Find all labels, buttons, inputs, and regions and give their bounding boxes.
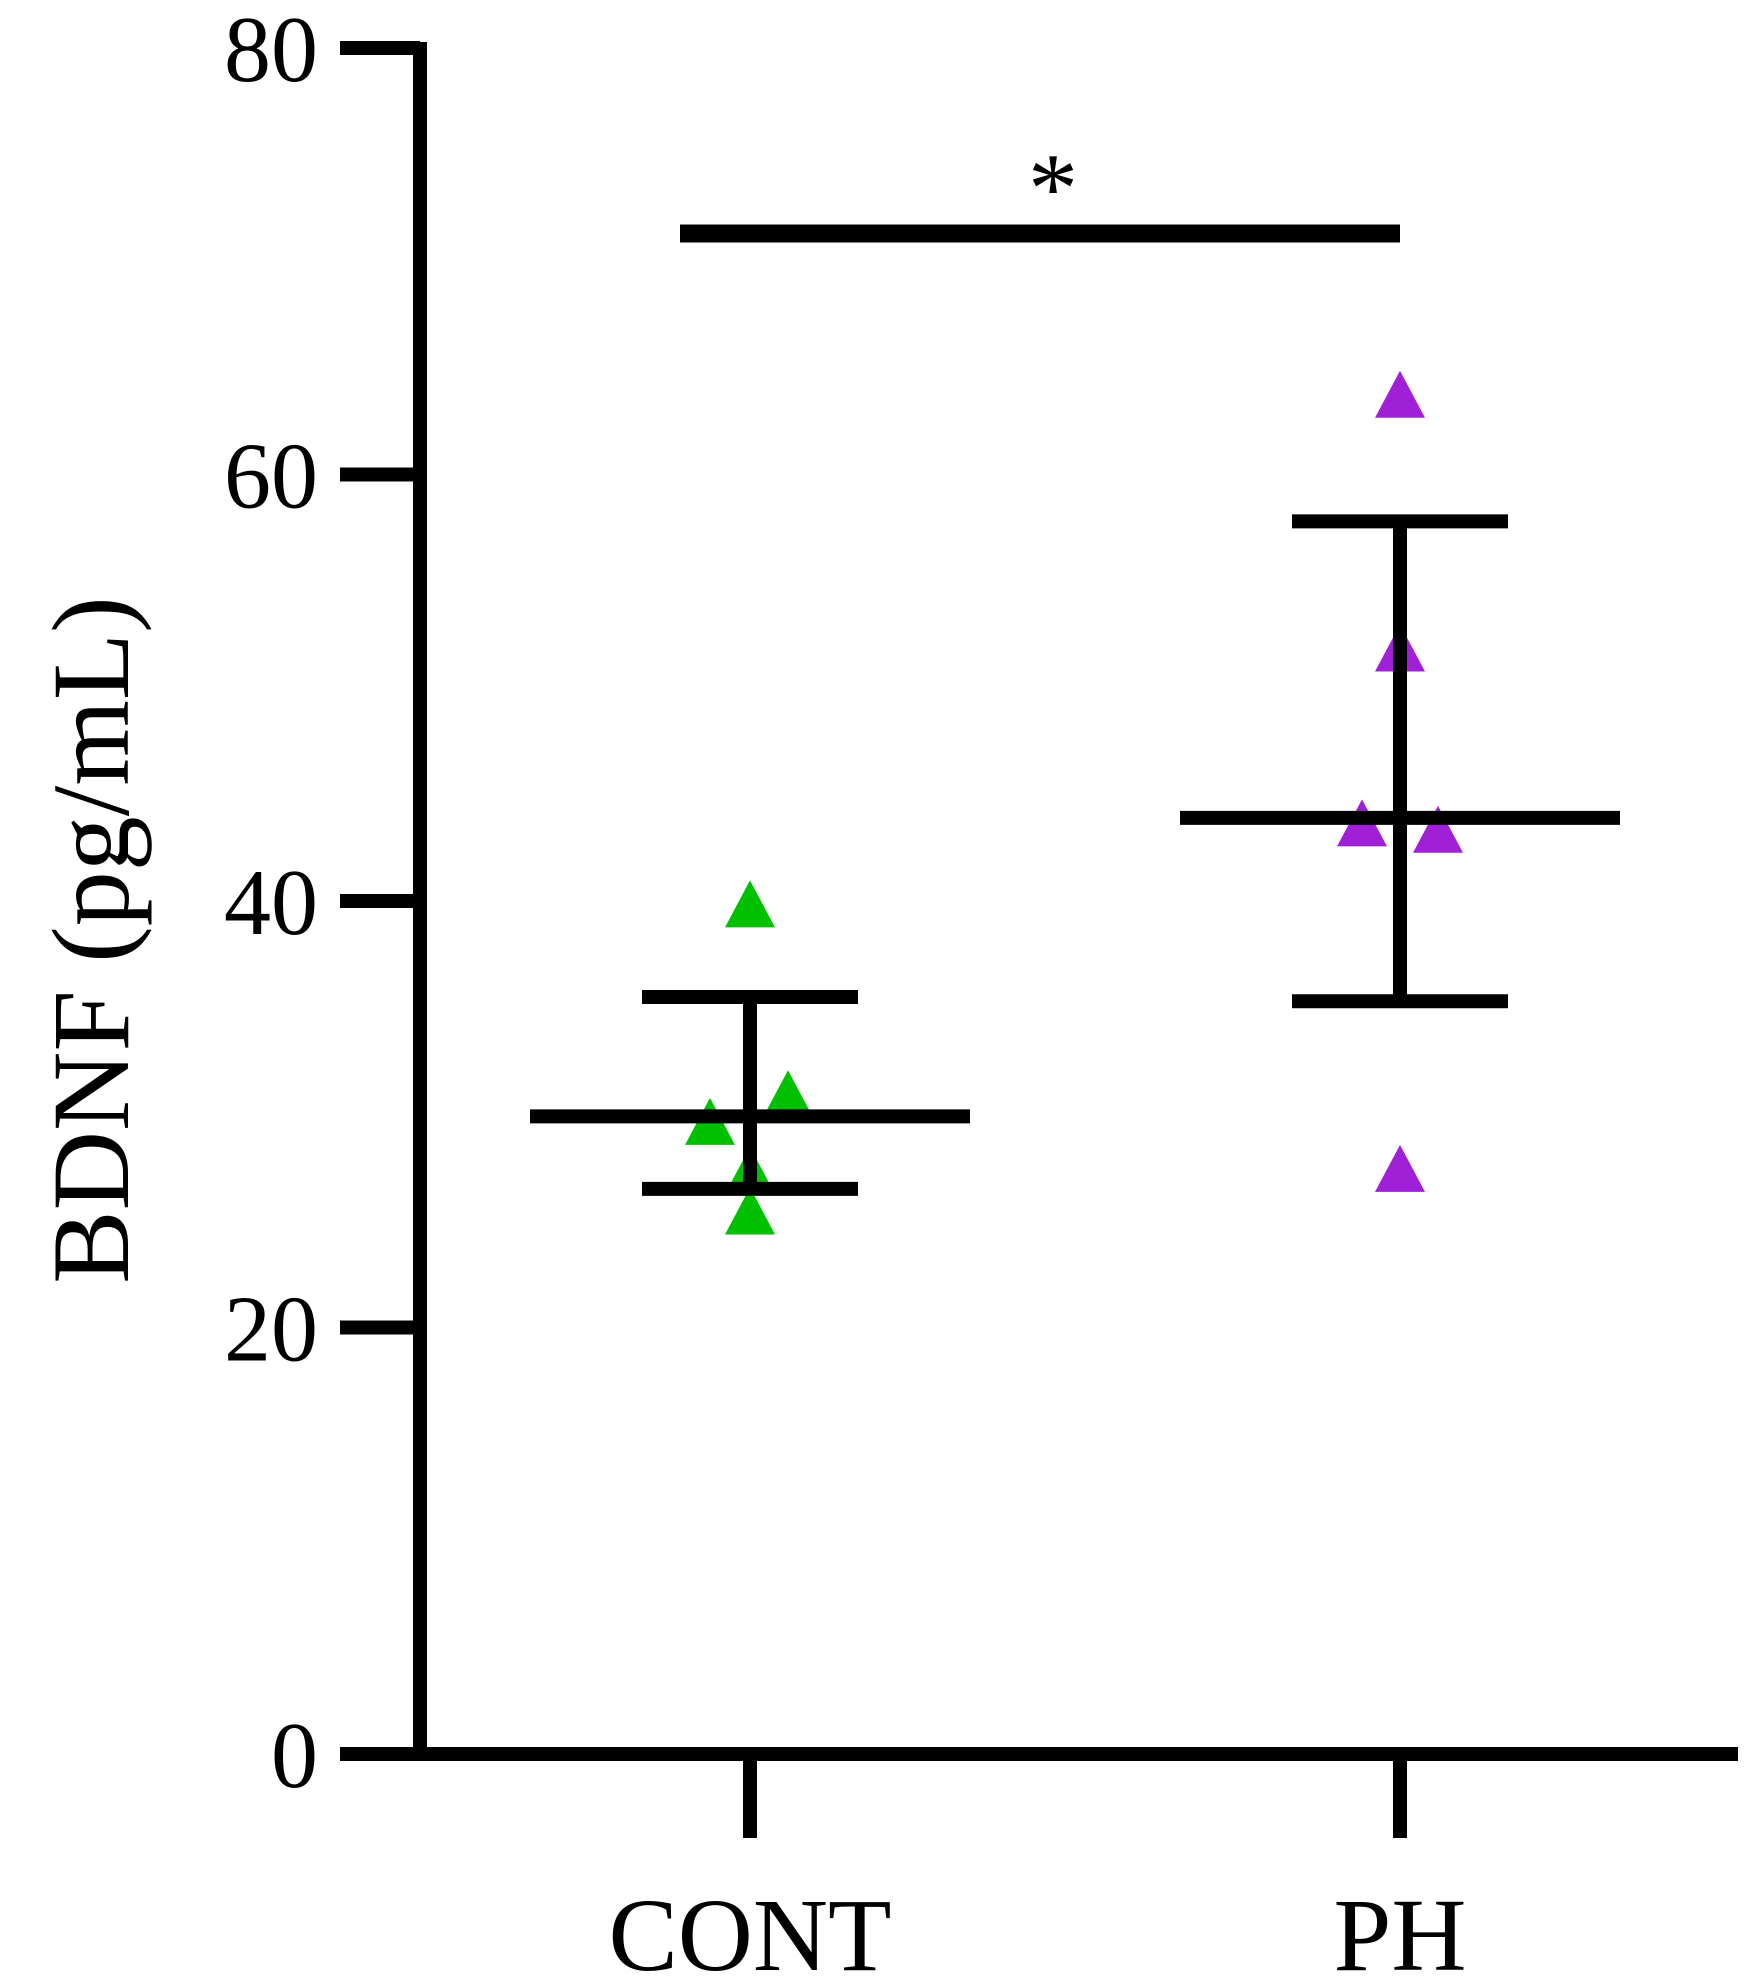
y-axis-title: BDNF (pg/mL) <box>30 596 152 1284</box>
data-point-ph-5 <box>1375 1144 1425 1192</box>
y-tick-label-20: 20 <box>224 1278 318 1382</box>
data-point-cont-2 <box>763 1070 813 1118</box>
y-ticks: 0 20 40 60 80 <box>224 0 420 1808</box>
data-point-ph-1 <box>1375 370 1425 418</box>
data-point-cont-5 <box>725 1187 775 1235</box>
y-tick-label-60: 60 <box>224 425 318 529</box>
y-tick-label-40: 40 <box>224 851 318 955</box>
x-ticks: CONT PH <box>608 1754 1466 1986</box>
x-tick-label-cont: CONT <box>608 1878 891 1986</box>
x-tick-label-ph: PH <box>1334 1878 1467 1986</box>
data-point-cont-1 <box>725 880 775 928</box>
significance-marker: * <box>1028 133 1078 244</box>
significance-bracket: * <box>680 133 1400 244</box>
y-tick-label-80: 80 <box>224 0 318 102</box>
data-point-ph-4 <box>1413 805 1463 853</box>
axes <box>340 42 1738 1761</box>
y-tick-label-0: 0 <box>271 1704 318 1808</box>
data-points <box>685 370 1463 1235</box>
mean-error-bars <box>530 514 1620 1196</box>
